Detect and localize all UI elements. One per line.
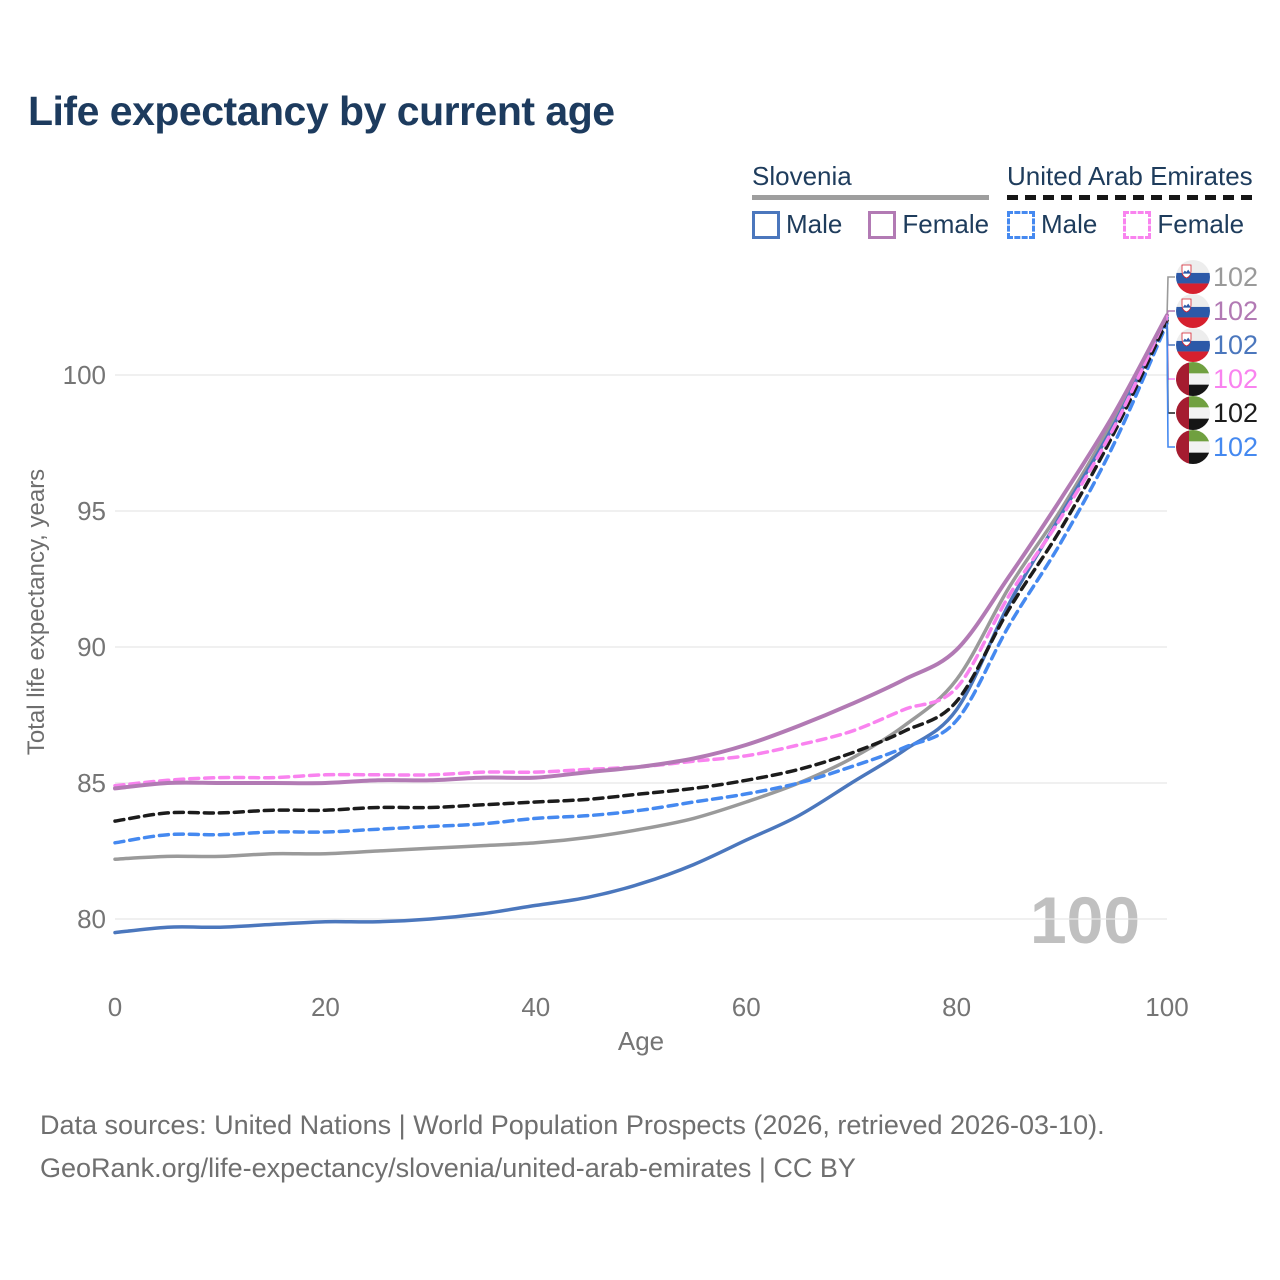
leader-line-slovenia-total — [1166, 276, 1175, 318]
x-tick-label: 20 — [311, 992, 340, 1022]
series-line-uae-total — [113, 318, 1169, 823]
flag-icon-slovenia — [1176, 260, 1210, 294]
legend-item-label: Male — [1041, 209, 1098, 239]
legend-item-label: Female — [902, 209, 990, 239]
y-tick-label: 100 — [63, 360, 106, 390]
legend-item-uae-female[interactable]: Female — [1123, 209, 1244, 240]
leader-line-slovenia-female — [1166, 310, 1175, 316]
y-tick-label: 85 — [77, 768, 106, 798]
legend-underline-solid — [752, 195, 990, 200]
uae-male-swatch-icon — [1007, 210, 1035, 239]
attribution-text: GeoRank.org/life-expectancy/slovenia/uni… — [40, 1153, 856, 1183]
x-tick-label: 0 — [108, 992, 122, 1022]
legend-item-slovenia-female[interactable]: Female — [868, 209, 989, 240]
x-axis-title: Age — [618, 1026, 664, 1056]
end-value-label-uae-total: 102 — [1213, 398, 1258, 428]
x-tick-label: 80 — [942, 992, 971, 1022]
watermark-age: 100 — [1030, 883, 1140, 957]
legend-underline-dashed — [1007, 195, 1253, 200]
uae-female-swatch-icon — [1123, 210, 1152, 239]
legend-country-slovenia: Slovenia — [752, 161, 852, 191]
y-axis-title: Total life expectancy, years — [23, 469, 50, 755]
slovenia-female-swatch-icon — [868, 210, 897, 239]
end-value-label-slovenia-female: 102 — [1213, 296, 1258, 326]
flag-icon-slovenia — [1176, 294, 1210, 328]
flag-icon-uae — [1176, 396, 1210, 430]
y-tick-label: 80 — [77, 904, 106, 934]
leader-line-uae-male — [1166, 323, 1175, 448]
legend-item-label: Male — [786, 209, 843, 239]
slovenia-male-swatch-icon — [752, 210, 780, 239]
series-line-uae-female — [113, 313, 1169, 788]
legend-item-label: Female — [1157, 209, 1245, 239]
series-line-uae-male — [113, 321, 1169, 845]
y-tick-label: 95 — [77, 496, 106, 526]
series-line-slovenia-male — [113, 316, 1169, 935]
end-value-label-slovenia-male: 102 — [1213, 330, 1258, 360]
series-line-slovenia-total — [113, 316, 1169, 861]
page-title: Life expectancy by current age — [28, 88, 615, 134]
legend-item-uae-male[interactable]: Male — [1007, 209, 1097, 240]
series-line-slovenia-female — [113, 313, 1169, 791]
data-sources-text: Data sources: United Nations | World Pop… — [40, 1110, 1105, 1140]
legend-group-uae: United Arab Emirates Male Female — [1007, 161, 1253, 240]
legend-group-slovenia: Slovenia Male Female — [752, 161, 990, 240]
flag-icon-uae — [1176, 430, 1210, 464]
end-value-label-uae-female: 102 — [1213, 364, 1258, 394]
end-value-label-uae-male: 102 — [1213, 432, 1258, 462]
y-tick-label: 90 — [77, 632, 106, 662]
legend-country-uae: United Arab Emirates — [1007, 161, 1253, 191]
end-value-label-slovenia-total: 102 — [1213, 262, 1258, 292]
x-tick-label: 100 — [1145, 992, 1188, 1022]
x-tick-label: 60 — [732, 992, 761, 1022]
chart-footer: Data sources: United Nations | World Pop… — [40, 1104, 1105, 1190]
x-tick-label: 40 — [521, 992, 550, 1022]
legend-item-slovenia-male[interactable]: Male — [752, 209, 842, 240]
flag-icon-slovenia — [1176, 328, 1210, 362]
flag-icon-uae — [1176, 362, 1210, 396]
